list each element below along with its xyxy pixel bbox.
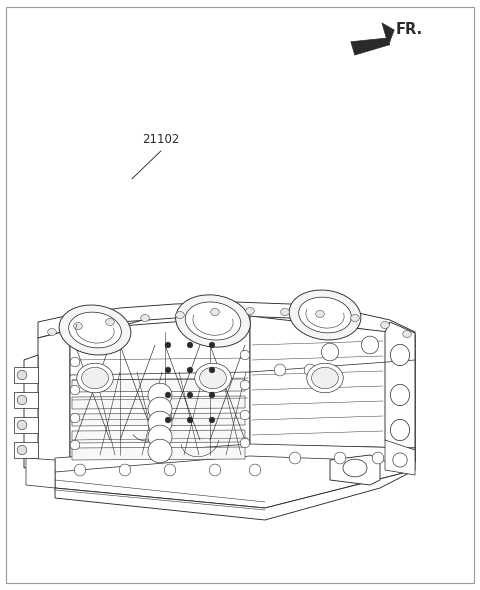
Ellipse shape [209,464,221,476]
Ellipse shape [240,410,250,419]
Ellipse shape [200,368,227,389]
Ellipse shape [106,319,114,326]
Ellipse shape [17,420,27,430]
Ellipse shape [74,464,86,476]
Text: 21102: 21102 [142,133,180,146]
Ellipse shape [148,397,172,421]
Polygon shape [26,305,415,508]
Polygon shape [330,455,380,485]
Ellipse shape [187,342,193,348]
Polygon shape [38,330,70,468]
Polygon shape [55,444,415,472]
Ellipse shape [381,322,389,329]
Ellipse shape [209,392,215,398]
Text: FR.: FR. [396,22,423,37]
Ellipse shape [119,464,131,476]
Polygon shape [38,302,415,348]
Ellipse shape [372,452,384,464]
Polygon shape [24,355,38,468]
Ellipse shape [240,381,250,390]
Polygon shape [14,392,38,408]
Ellipse shape [403,330,411,337]
Polygon shape [72,396,245,409]
Ellipse shape [289,290,361,340]
Ellipse shape [48,329,56,336]
Ellipse shape [343,459,367,477]
Polygon shape [26,458,55,488]
Polygon shape [72,447,245,460]
Polygon shape [14,417,38,433]
Polygon shape [72,413,245,426]
Ellipse shape [351,314,360,322]
Ellipse shape [281,309,289,316]
Ellipse shape [17,445,27,455]
Ellipse shape [148,439,172,463]
Ellipse shape [316,310,324,317]
Ellipse shape [69,312,121,348]
Polygon shape [250,316,415,448]
Ellipse shape [209,342,215,348]
Ellipse shape [148,425,172,449]
Ellipse shape [187,367,193,373]
Polygon shape [55,470,415,520]
Ellipse shape [209,417,215,423]
Ellipse shape [185,302,241,340]
Ellipse shape [74,323,83,330]
Ellipse shape [164,464,176,476]
Ellipse shape [165,392,171,398]
Polygon shape [382,23,394,45]
Ellipse shape [307,363,343,393]
Polygon shape [385,440,415,475]
Ellipse shape [304,364,316,376]
Ellipse shape [70,413,80,422]
Ellipse shape [211,309,219,316]
Ellipse shape [82,368,108,389]
Polygon shape [14,442,38,458]
Polygon shape [55,445,415,508]
Ellipse shape [17,395,27,405]
Ellipse shape [17,371,27,380]
Ellipse shape [274,364,286,376]
Ellipse shape [176,312,184,319]
Ellipse shape [393,453,407,467]
Polygon shape [14,367,38,383]
Ellipse shape [165,417,171,423]
Ellipse shape [165,342,171,348]
Polygon shape [70,316,250,458]
Ellipse shape [141,314,149,322]
Ellipse shape [299,297,351,333]
Ellipse shape [390,384,409,405]
Polygon shape [385,322,415,448]
Ellipse shape [165,367,171,373]
Ellipse shape [187,392,193,398]
Ellipse shape [334,452,346,464]
Ellipse shape [322,343,339,361]
Ellipse shape [209,367,215,373]
Ellipse shape [240,438,250,448]
Ellipse shape [59,305,131,355]
Ellipse shape [70,358,80,367]
Ellipse shape [148,411,172,435]
Ellipse shape [77,363,113,393]
Ellipse shape [312,368,338,389]
Ellipse shape [390,345,409,366]
Ellipse shape [289,452,301,464]
Polygon shape [351,38,390,55]
Ellipse shape [246,307,254,314]
Ellipse shape [390,419,409,441]
Ellipse shape [70,440,80,450]
Polygon shape [72,379,245,392]
Ellipse shape [195,363,231,393]
Ellipse shape [240,350,250,360]
Ellipse shape [187,417,193,423]
Ellipse shape [249,464,261,476]
Polygon shape [72,430,245,443]
Ellipse shape [361,336,379,354]
Ellipse shape [176,295,251,347]
Ellipse shape [148,383,172,407]
Ellipse shape [70,385,80,395]
